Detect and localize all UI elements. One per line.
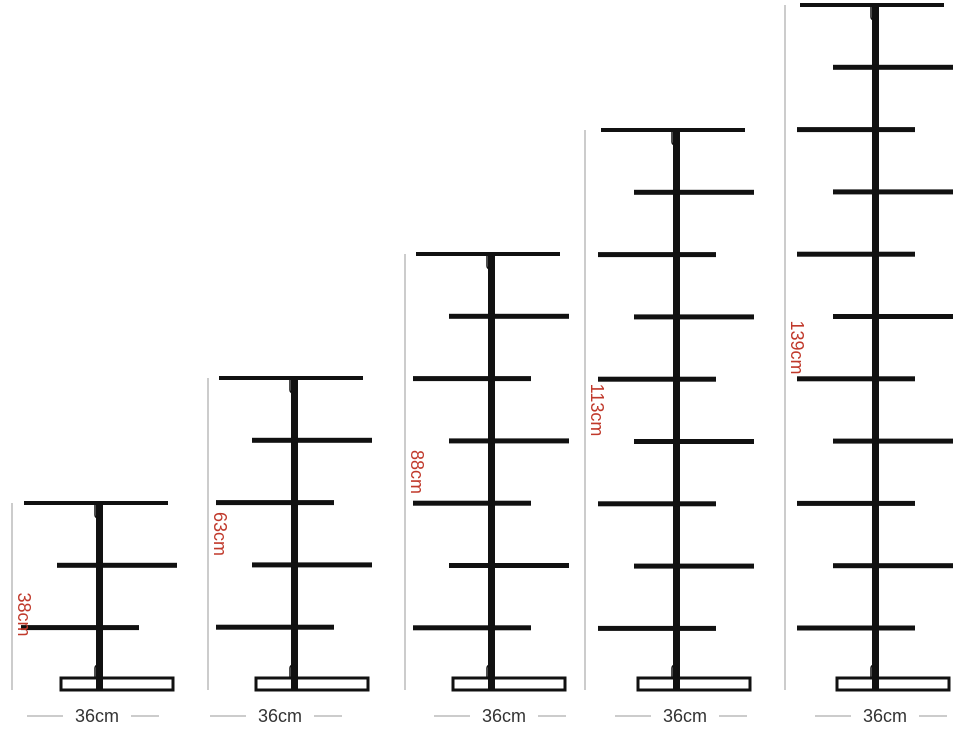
height-label: 38cm — [14, 592, 34, 636]
top-shelf — [416, 252, 560, 256]
rack-pole — [291, 378, 298, 690]
shelf — [449, 313, 569, 319]
shelf — [833, 438, 953, 444]
rack-2: 63cm 36cm — [207, 376, 372, 726]
rack-5: 139cm 36cm — [784, 3, 953, 726]
base-hook-icon — [94, 664, 102, 678]
shelf — [216, 624, 334, 630]
rack-pole — [872, 5, 879, 690]
hook-icon — [486, 256, 494, 270]
rack-1: 38cm 36cm — [11, 501, 177, 726]
shelf — [797, 625, 915, 631]
rack-base — [254, 676, 370, 692]
shelf — [634, 314, 754, 320]
shelf — [598, 376, 716, 382]
shelf — [21, 625, 139, 631]
hook-icon — [94, 505, 102, 519]
top-shelf — [601, 128, 745, 132]
rack-base — [636, 676, 752, 692]
shelf — [634, 563, 754, 569]
width-label: 36cm — [863, 706, 907, 726]
shelf — [634, 189, 754, 195]
rack-base — [835, 676, 951, 692]
width-label: 36cm — [482, 706, 526, 726]
height-label: 88cm — [407, 450, 427, 494]
shelf — [598, 252, 716, 258]
shelf — [797, 500, 915, 506]
width-label: 36cm — [663, 706, 707, 726]
shelf — [413, 625, 531, 631]
shelf — [833, 314, 953, 319]
rack-base — [451, 676, 567, 692]
shelf — [598, 501, 716, 507]
width-label: 36cm — [258, 706, 302, 726]
hook-icon — [870, 7, 878, 21]
shelf — [216, 500, 334, 506]
rack-3: 88cm 36cm — [404, 252, 569, 726]
shelf — [797, 376, 915, 382]
top-shelf — [800, 3, 944, 7]
shelf — [833, 189, 953, 195]
width-label: 36cm — [75, 706, 119, 726]
shelf — [252, 437, 372, 443]
height-label: 63cm — [210, 512, 230, 556]
shelf — [797, 127, 915, 133]
rack-pole — [96, 503, 103, 690]
base-hook-icon — [870, 664, 878, 678]
rack-base — [59, 676, 175, 692]
shelf — [833, 64, 953, 70]
shelf — [797, 251, 915, 257]
height-label: 113cm — [587, 384, 607, 437]
hook-icon — [671, 132, 679, 146]
shelf — [413, 500, 531, 506]
shelf — [598, 625, 716, 631]
base-hook-icon — [486, 664, 494, 678]
height-label: 139cm — [787, 320, 807, 374]
top-shelf — [219, 376, 363, 380]
base-hook-icon — [671, 664, 679, 678]
base-hook-icon — [289, 664, 297, 678]
rack-4: 113cm 36cm — [584, 128, 754, 726]
rack-pole — [488, 254, 495, 690]
shelf — [833, 563, 953, 569]
shelf — [634, 439, 754, 444]
rack-pole — [673, 130, 680, 690]
shelf — [449, 563, 569, 568]
shelf — [57, 562, 177, 568]
top-shelf — [24, 501, 168, 505]
shelf — [449, 438, 569, 444]
shelf — [413, 376, 531, 382]
hook-icon — [289, 380, 297, 394]
shelf — [252, 562, 372, 568]
